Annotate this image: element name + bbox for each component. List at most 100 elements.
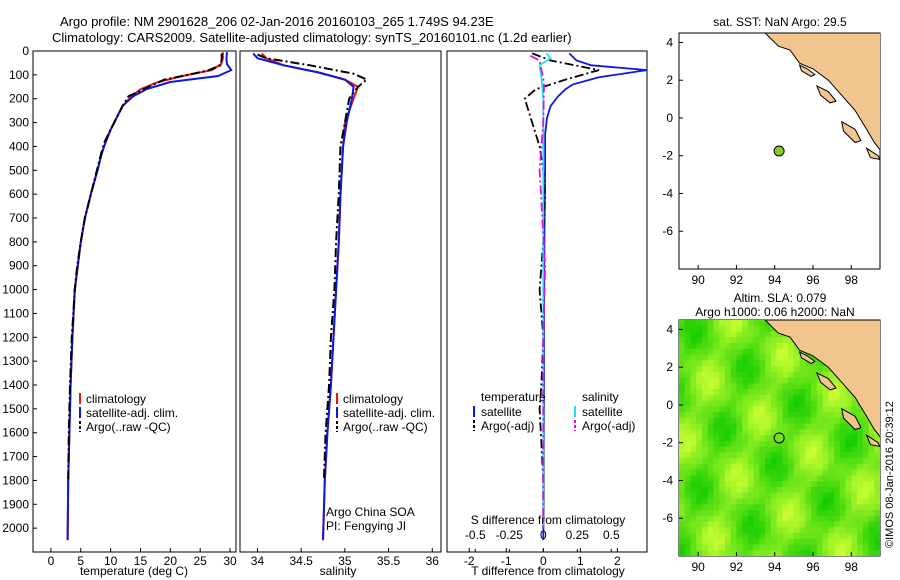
sla-cell: [742, 371, 749, 379]
sla-cell: [684, 400, 692, 407]
sla-cell: [845, 475, 852, 482]
sla-cell: [707, 532, 715, 540]
sla-cell: [696, 521, 703, 528]
argo-agency-label: Argo China SOA: [326, 505, 415, 519]
sla-cell: [736, 440, 743, 448]
sla-cell: [724, 429, 732, 436]
sla-cell: [679, 504, 686, 511]
sla-cell: [788, 498, 795, 505]
y-tick-label: 1400: [2, 378, 29, 392]
sla-cell: [776, 538, 783, 546]
y-tick-label: 1100: [3, 306, 29, 320]
sla-cell: [724, 481, 732, 488]
sla-cell: [742, 481, 749, 488]
sla-cell: [696, 348, 703, 356]
sla-cell: [770, 515, 778, 523]
sla-cell: [805, 377, 812, 384]
sla-cell: [753, 498, 760, 505]
sla-cell: [736, 481, 743, 488]
sla-cell: [788, 452, 795, 459]
sla-cell: [719, 504, 726, 511]
sla-cell: [782, 383, 789, 390]
sla-cell: [811, 371, 818, 379]
sla-cell: [822, 394, 829, 402]
figure-title-line1: Argo profile: NM 2901628_206 02-Jan-2016…: [60, 14, 494, 29]
x-tick-label: 5: [77, 554, 84, 568]
sla-cell: [701, 435, 709, 442]
sla-cell: [679, 475, 686, 482]
sla-cell: [868, 429, 875, 436]
sla-cell: [776, 544, 783, 551]
sla-cell: [816, 538, 824, 546]
sla-cell: [811, 354, 818, 361]
sla-cell: [805, 492, 812, 500]
x-tick-label: 15: [134, 554, 148, 568]
sla-cell: [782, 481, 789, 488]
sla-cell: [690, 371, 697, 379]
sla-cell: [719, 532, 726, 540]
sla-cell: [747, 320, 755, 327]
sla-cell: [839, 509, 847, 517]
sla-cell: [719, 481, 726, 488]
sla-cell: [736, 515, 743, 523]
sla-cell: [788, 440, 795, 448]
sla-cell: [793, 486, 801, 494]
sla-cell: [811, 429, 818, 436]
sla-cell: [719, 383, 726, 390]
sla-cell: [684, 486, 692, 494]
sla-cell: [776, 504, 783, 511]
sla-cell: [765, 360, 772, 367]
sla-cell: [736, 538, 743, 546]
sla-cell: [742, 475, 749, 482]
sla-cell: [742, 498, 749, 505]
sla-cell: [684, 337, 692, 344]
sla-cell: [770, 417, 778, 425]
sla-cell: [765, 504, 772, 511]
sla-cell: [719, 360, 726, 367]
map-y-tick-label: -6: [662, 224, 673, 238]
sla-cell: [719, 475, 726, 482]
sla-cell: [874, 492, 880, 500]
sla-cell: [776, 435, 783, 442]
sla-cell: [862, 440, 870, 448]
sla-cell: [776, 383, 783, 390]
sla-cell: [765, 498, 772, 505]
sla-cell: [730, 469, 738, 477]
sla-cell: [805, 509, 812, 517]
sla-cell: [736, 492, 743, 500]
sla-cell: [724, 417, 732, 425]
sla-cell: [839, 463, 847, 471]
sla-cell: [782, 538, 789, 546]
sla-cell: [719, 400, 726, 407]
sla-cell: [701, 366, 709, 373]
sla-cell: [701, 544, 709, 551]
sla-cell: [845, 446, 852, 453]
sla-cell: [696, 532, 703, 540]
sla-cell: [834, 406, 841, 413]
sla-cell: [805, 383, 812, 390]
sla-cell: [770, 509, 778, 517]
sla-cell: [719, 417, 726, 425]
sla-cell: [724, 538, 732, 546]
sla-cell: [679, 406, 686, 413]
sla-cell: [776, 366, 783, 373]
sla-cell: [851, 509, 858, 517]
sla-cell: [793, 527, 801, 534]
sla-cell: [816, 366, 824, 373]
sla-cell: [851, 475, 858, 482]
sla-cell: [822, 481, 829, 488]
sla-cell: [874, 475, 880, 482]
sla-cell: [851, 521, 858, 528]
sla-cell: [759, 498, 766, 505]
sla-cell: [822, 458, 829, 465]
sla-cell: [724, 337, 732, 344]
sla-cell: [736, 354, 743, 361]
sla-cell: [707, 486, 715, 494]
sla-cell: [811, 394, 818, 402]
sla-cell: [811, 377, 818, 384]
sla-cell: [822, 509, 829, 517]
sla-cell: [799, 394, 806, 402]
sla-cell: [811, 417, 818, 425]
sla-cell: [839, 492, 847, 500]
sla-cell: [707, 371, 715, 379]
